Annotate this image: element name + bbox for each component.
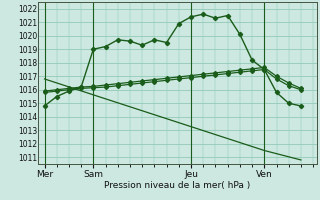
X-axis label: Pression niveau de la mer( hPa ): Pression niveau de la mer( hPa ) bbox=[104, 181, 251, 190]
